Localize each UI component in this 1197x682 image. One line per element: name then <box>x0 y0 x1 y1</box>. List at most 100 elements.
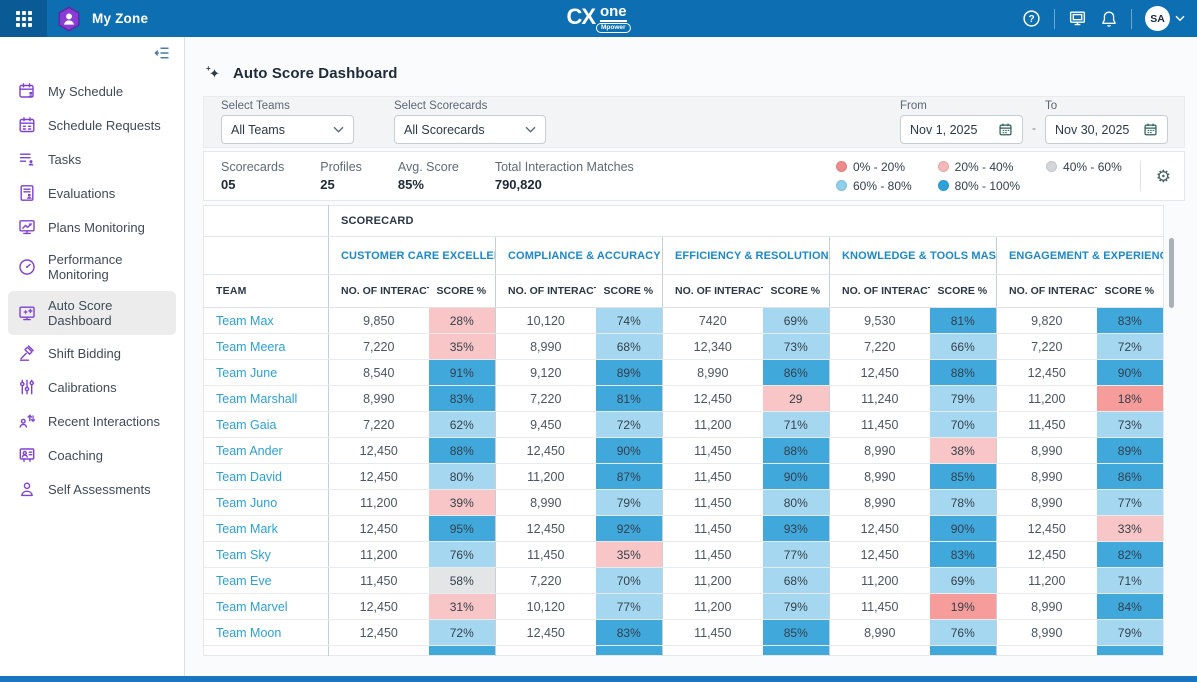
notifications-button[interactable] <box>1100 10 1118 28</box>
sidebar-item-evaluations[interactable]: Evaluations <box>8 177 176 209</box>
settings-gear-icon[interactable]: ⚙ <box>1155 166 1171 186</box>
sidebar-item-label: Self Assessments <box>48 481 151 497</box>
team-link[interactable]: Team Gaia <box>203 411 329 438</box>
score-cell: 93% <box>762 515 830 542</box>
team-link[interactable]: Team Moon <box>203 619 329 646</box>
legend-dot-icon <box>835 161 847 172</box>
scorecards-select[interactable]: All Scorecards <box>394 115 546 144</box>
partial-table-row <box>204 645 1164 656</box>
team-link[interactable]: Team June <box>203 359 329 386</box>
screen-share-button[interactable] <box>1068 9 1087 28</box>
legend-dot-icon <box>1046 161 1058 172</box>
table-row: Team Meera 7,220 35% 8,990 68% 12,340 73% 7,220… <box>203 333 1164 360</box>
help-icon: ? <box>1023 10 1040 27</box>
teams-select-value: All Teams <box>231 122 285 137</box>
scorecard-header: SCORECARD <box>327 205 1164 237</box>
score-cell: 80% <box>762 489 830 516</box>
interactions-cell: 11,450 <box>662 515 763 542</box>
table-row: Team June 8,540 91% 9,120 89% 8,990 86% 12,450 8… <box>203 359 1164 386</box>
my-zone-hexagon-icon <box>58 5 80 32</box>
interactions-cell: 8,990 <box>328 385 429 412</box>
score-cell: 91% <box>428 359 496 386</box>
score-cell: 88% <box>762 437 830 464</box>
stat-avg-score: Avg. Score 85% <box>398 160 459 192</box>
app-brand[interactable]: My Zone <box>56 5 148 32</box>
sidebar-item-plans-monitoring[interactable]: Plans Monitoring <box>8 211 176 243</box>
team-link[interactable]: Team Max <box>203 307 329 334</box>
sparkle-icon: ✦ + <box>206 63 220 81</box>
stat-label: Scorecards <box>221 160 285 174</box>
team-link[interactable]: Team Mark <box>203 515 329 542</box>
stat-value: 05 <box>221 177 236 192</box>
interactions-cell: 11,450 <box>662 437 763 464</box>
score-cell: 35% <box>595 541 663 568</box>
interactions-cell: 12,450 <box>328 619 429 646</box>
help-button[interactable]: ? <box>1022 9 1041 28</box>
team-link[interactable]: Team David <box>203 463 329 490</box>
interactions-cell: 7,220 <box>328 333 429 360</box>
team-link[interactable]: Team Eve <box>203 567 329 594</box>
team-link[interactable]: Team Juno <box>203 489 329 516</box>
table-row: Team Marshall 8,990 83% 7,220 81% 12,450 29 11,… <box>203 385 1164 412</box>
bell-icon <box>1102 11 1116 27</box>
team-link[interactable]: Team Ander <box>203 437 329 464</box>
scorecard-group-header: ENGAGEMENT & EXPERIENCE <box>995 236 1164 275</box>
team-link[interactable]: Team Meera <box>203 333 329 360</box>
legend-item: 20% - 40% <box>937 160 1020 174</box>
score-cell: 83% <box>1096 307 1164 334</box>
sidebar: My Schedule Schedule Requests Tasks Evaluat… <box>0 37 185 676</box>
topbar-divider <box>1054 8 1055 29</box>
sidebar-item-label: Recent Interactions <box>48 413 161 429</box>
sidebar-item-calibrations[interactable]: Calibrations <box>8 371 176 403</box>
sidebar-item-performance-monitoring[interactable]: Performance Monitoring <box>8 245 176 289</box>
sidebar-item-self-assessments[interactable]: Self Assessments <box>8 473 176 505</box>
score-column-header: SCORE % <box>595 274 663 308</box>
score-cell: 78% <box>929 489 997 516</box>
stat-label: Total Interaction Matches <box>494 160 634 174</box>
team-link[interactable]: Team Marshall <box>203 385 329 412</box>
interactions-cell: 8,990 <box>996 437 1097 464</box>
team-link[interactable]: Team Sky <box>203 541 329 568</box>
interactions-cell: 12,450 <box>829 541 930 568</box>
score-cell: 29 <box>762 385 830 412</box>
app-launcher-button[interactable] <box>0 0 47 37</box>
interactions-cell: 8,540 <box>328 359 429 386</box>
from-date-input[interactable]: Nov 1, 2025 <box>900 115 1023 144</box>
sidebar-item-shift-bidding[interactable]: Shift Bidding <box>8 337 176 369</box>
team-link[interactable]: Team Marvel <box>203 593 329 620</box>
interactions-cell: 9,450 <box>495 411 596 438</box>
interactions-column-header: NO. OF INTERACTI... <box>829 274 930 308</box>
sidebar-item-tasks[interactable]: Tasks <box>8 143 176 175</box>
user-menu-button[interactable]: SA <box>1145 6 1185 31</box>
sidebar-item-coaching[interactable]: Coaching <box>8 439 176 471</box>
score-cell: 39% <box>428 489 496 516</box>
legend-label: 40% - 60% <box>1063 159 1122 174</box>
logo-cx-text: CX <box>566 4 596 29</box>
score-cell: 77% <box>762 541 830 568</box>
sidebar-item-schedule-requests[interactable]: Schedule Requests <box>8 109 176 141</box>
sidebar-item-recent-interactions[interactable]: Recent Interactions <box>8 405 176 437</box>
interactions-cell: 12,450 <box>996 359 1097 386</box>
score-cell: 82% <box>1096 541 1164 568</box>
score-cell: 92% <box>595 515 663 542</box>
chevron-down-icon <box>1175 15 1185 22</box>
interactions-cell: 11,200 <box>662 567 763 594</box>
sidebar-item-label: Tasks <box>48 151 82 167</box>
sidebar-item-my-schedule[interactable]: My Schedule <box>8 75 176 107</box>
scorecards-filter-label: Select Scorecards <box>394 100 488 112</box>
legend-label: 0% - 20% <box>852 159 905 174</box>
to-date-input[interactable]: Nov 30, 2025 <box>1045 115 1168 144</box>
sidebar-collapse-button[interactable] <box>153 44 171 62</box>
sidebar-item-label: Shift Bidding <box>48 345 121 361</box>
avatar: SA <box>1145 6 1170 31</box>
from-date-label: From <box>900 100 927 112</box>
interactions-cell: 11,450 <box>829 411 930 438</box>
interactions-cell: 12,450 <box>328 437 429 464</box>
sidebar-item-auto-score-dashboard[interactable]: Auto Score Dashboard <box>8 291 176 335</box>
score-cell: 72% <box>1096 333 1164 360</box>
score-cell: 90% <box>595 437 663 464</box>
vertical-scrollbar-thumb[interactable] <box>1169 238 1174 308</box>
date-range-separator: - <box>1032 121 1036 135</box>
teams-select[interactable]: All Teams <box>221 115 354 144</box>
